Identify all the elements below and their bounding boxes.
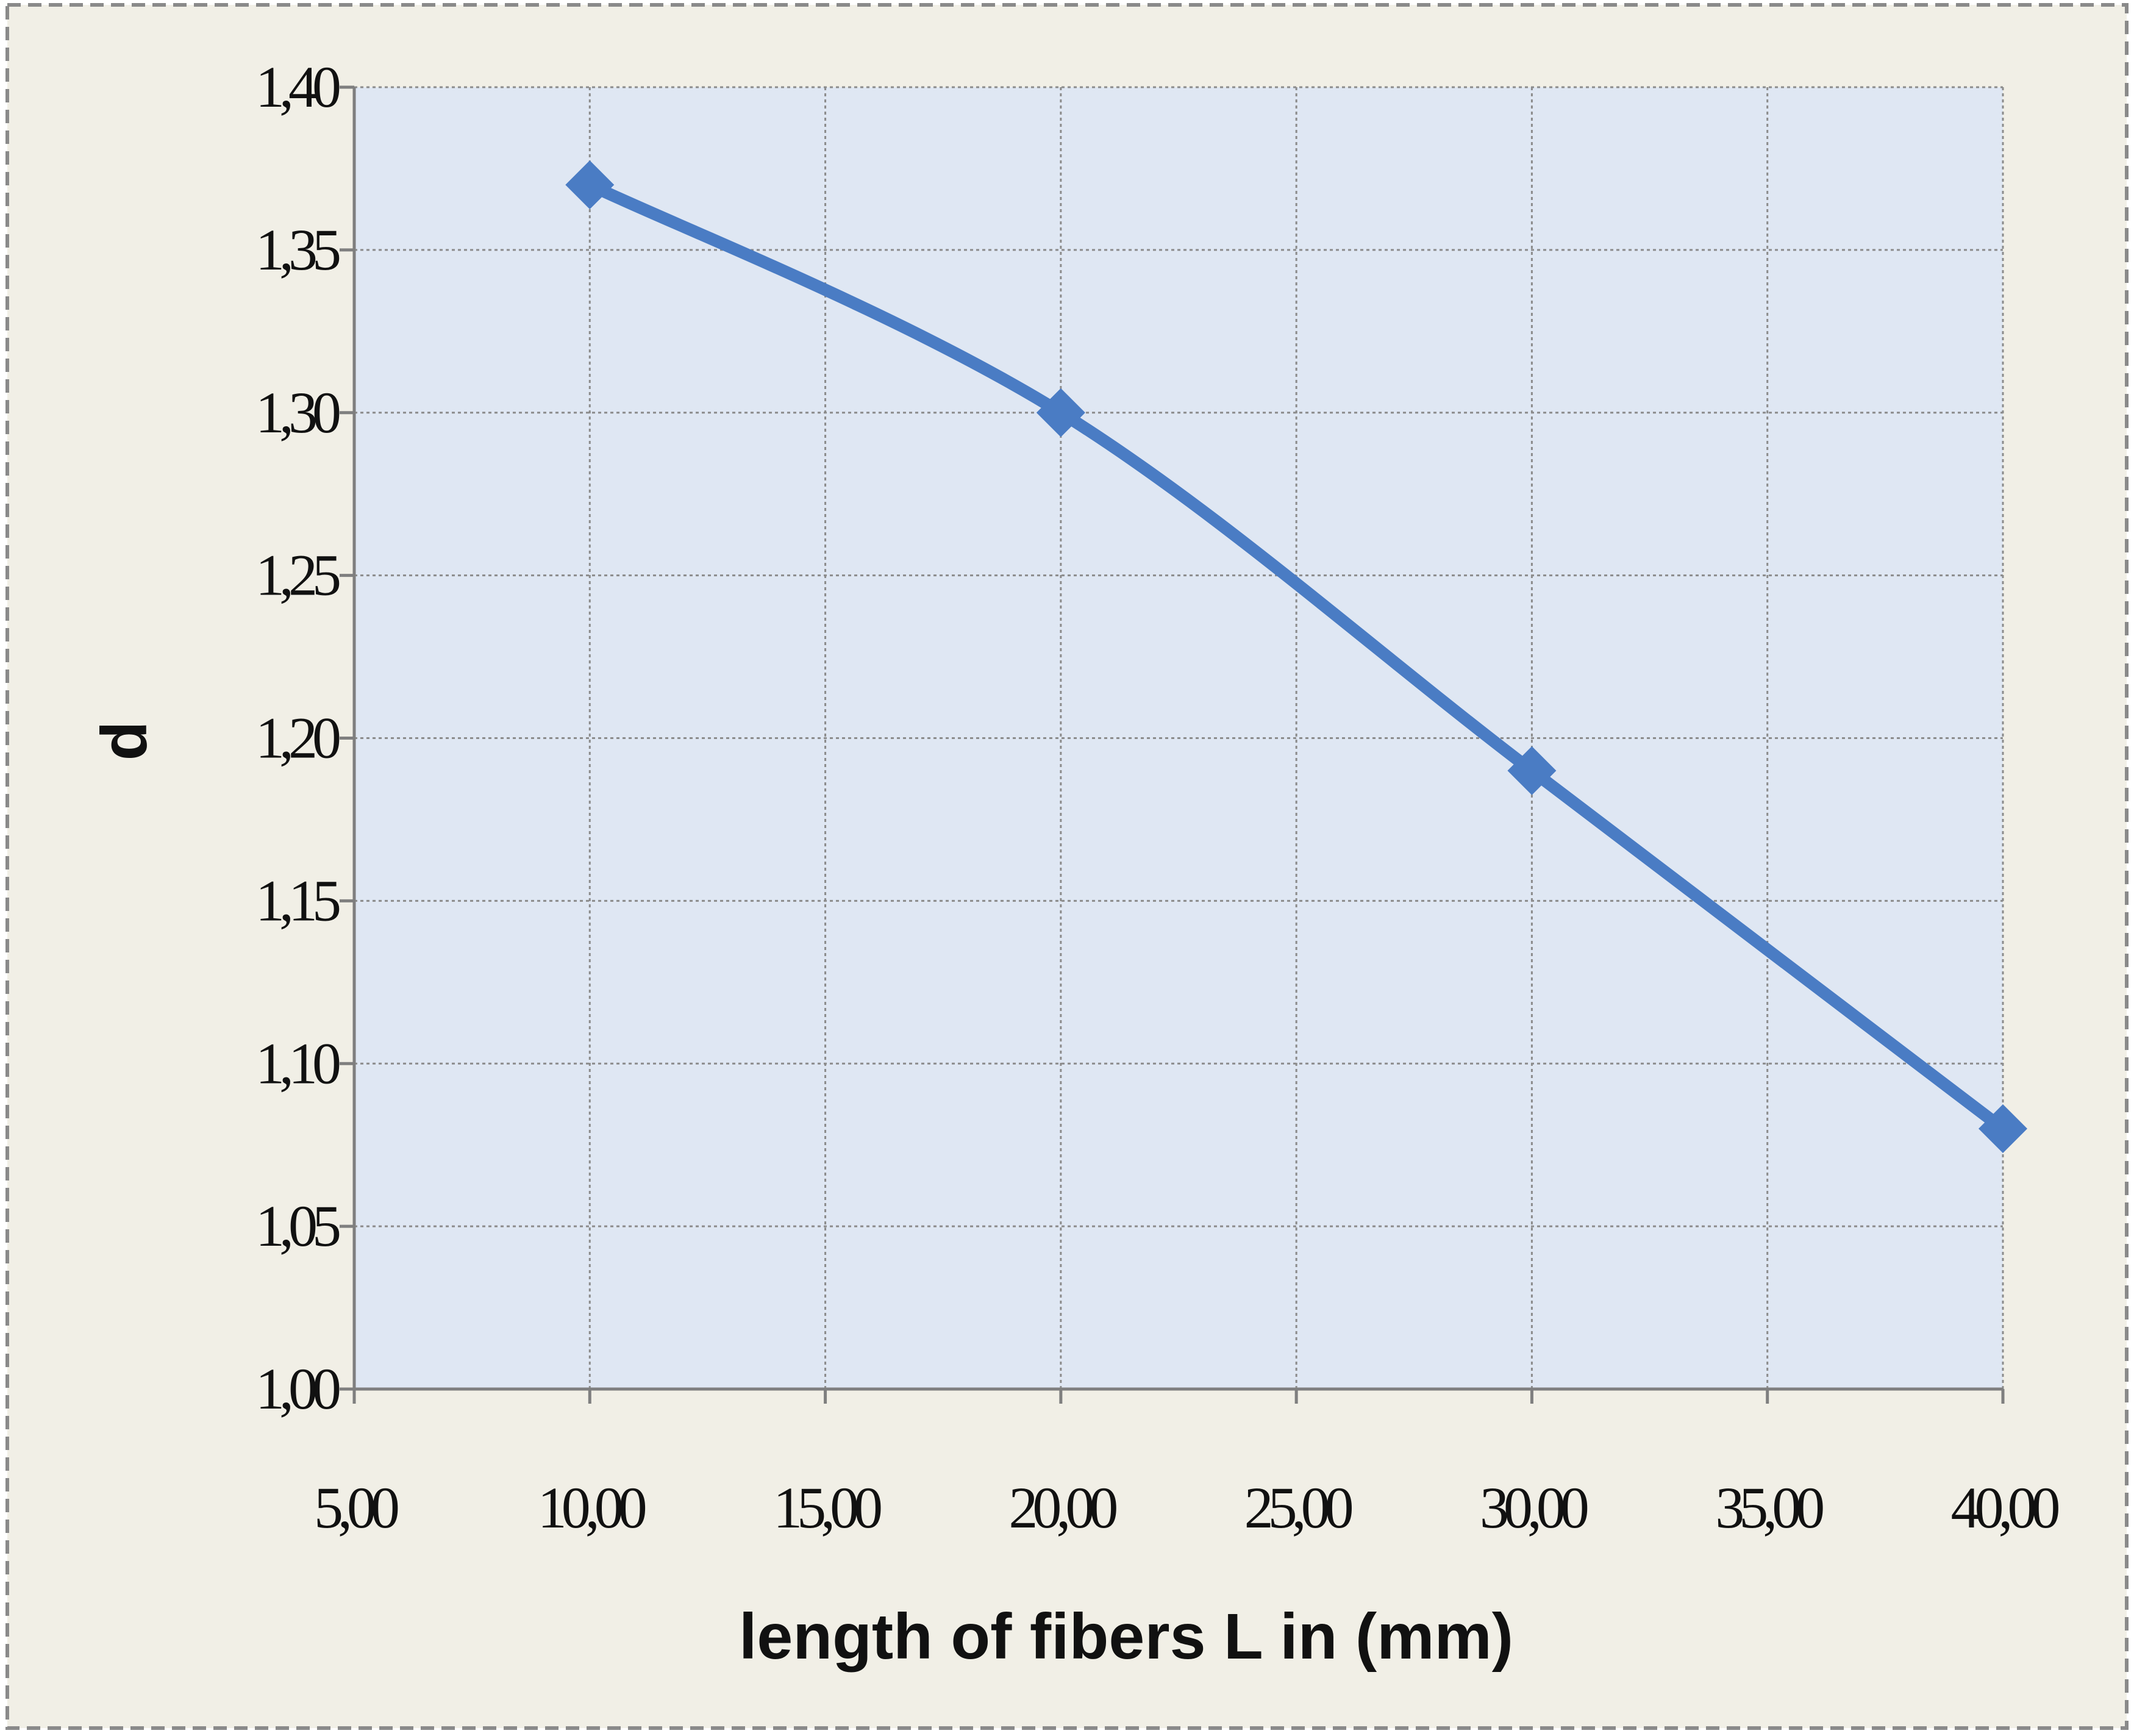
y-tick-label: 1,25 <box>255 543 340 608</box>
y-tick-label: 1,20 <box>255 705 340 771</box>
data-point-marker <box>1036 388 1085 437</box>
y-tick-label: 1,05 <box>255 1193 340 1259</box>
x-tick-label: 5,00 <box>314 1475 398 1540</box>
data-point-marker <box>1507 746 1557 795</box>
data-point-marker <box>565 160 615 210</box>
x-tick-label: 35,00 <box>1715 1475 1823 1540</box>
x-tick-label: 40,00 <box>1951 1475 2059 1540</box>
x-tick-label: 10,00 <box>538 1475 646 1540</box>
series-line <box>583 179 2009 1135</box>
x-tick-label: 15,00 <box>773 1475 881 1540</box>
x-tick-label: 25,00 <box>1244 1475 1352 1540</box>
y-axis-title: d <box>88 721 160 761</box>
y-tick-label: 1,15 <box>255 868 340 933</box>
y-tick-label: 1,35 <box>255 217 340 282</box>
x-axis-title: length of fibers L in (mm) <box>739 1601 1513 1673</box>
x-tick-label: 20,00 <box>1008 1475 1116 1540</box>
y-tick-label: 1,10 <box>255 1031 340 1096</box>
y-tick-label: 1,40 <box>255 54 340 120</box>
y-tick-label: 1,30 <box>255 380 340 445</box>
y-tick-label: 1,00 <box>255 1356 340 1421</box>
x-tick-label: 30,00 <box>1480 1475 1588 1540</box>
data-point-marker <box>1979 1104 2027 1153</box>
